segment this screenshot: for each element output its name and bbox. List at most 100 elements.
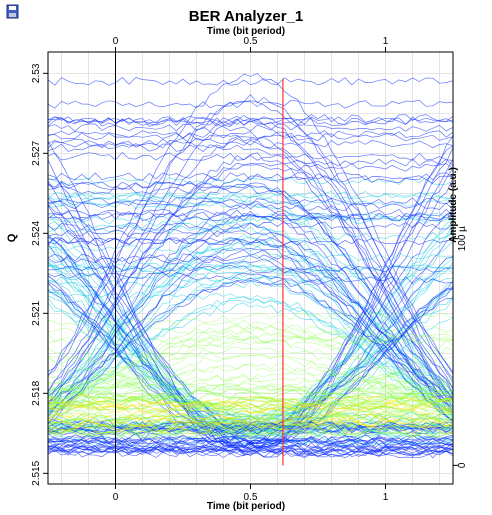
eye-trace [48, 231, 453, 398]
eye-trace [48, 357, 453, 415]
y-tick-label-right: 100 µ [457, 226, 468, 251]
eye-trace [48, 346, 453, 409]
eye-trace [48, 221, 453, 417]
save-disk-icon[interactable] [6, 4, 20, 20]
eye-trace [48, 117, 453, 126]
eye-trace [48, 273, 453, 283]
eye-trace [48, 292, 453, 414]
eye-trace [48, 264, 453, 274]
eye-trace [48, 324, 453, 394]
eye-trace [48, 237, 453, 246]
eye-trace [48, 426, 453, 438]
eye-trace [48, 363, 453, 405]
eye-trace [48, 163, 453, 394]
eye-trace [48, 275, 453, 452]
eye-trace [48, 256, 453, 422]
eye-trace [48, 410, 453, 422]
x-tick-label-top: 0 [113, 36, 119, 47]
eye-trace [48, 198, 453, 208]
eye-trace [48, 175, 453, 405]
y-tick-label-left: 2.53 [31, 63, 42, 83]
eye-trace [48, 338, 453, 404]
eye-trace [48, 400, 453, 412]
eye-trace [48, 197, 453, 206]
eye-trace [48, 387, 453, 400]
x-tick-label-top: 1 [383, 36, 389, 47]
chart-title: BER Analyzer_1 [188, 8, 304, 25]
eye-trace [48, 331, 453, 402]
eye-trace [48, 172, 453, 181]
eye-trace [48, 139, 453, 149]
eye-trace [48, 249, 453, 425]
eye-trace [48, 372, 453, 410]
eye-trace [48, 423, 453, 433]
eye-traces [48, 72, 453, 459]
eye-trace [48, 395, 453, 407]
eye-trace [48, 242, 453, 443]
eye-trace [48, 280, 453, 459]
eye-trace [48, 416, 453, 428]
x-tick-label-bottom: 0 [113, 492, 119, 503]
x-tick-label-top: 0.5 [244, 36, 258, 47]
y-tick-label-left: 2.518 [31, 380, 42, 405]
eye-trace [48, 181, 453, 396]
eye-trace [48, 387, 453, 400]
eye-trace [48, 283, 453, 431]
eye-trace [48, 130, 453, 139]
eye-trace [48, 353, 453, 410]
eye-trace [48, 167, 453, 436]
y-tick-label-left: 2.515 [31, 460, 42, 485]
eye-trace [48, 180, 453, 400]
eye-trace [48, 151, 453, 390]
eye-trace [48, 190, 453, 200]
eye-trace [48, 449, 453, 458]
eye-trace [48, 248, 453, 423]
eye-trace [48, 326, 453, 402]
eye-trace [48, 72, 453, 373]
eye-trace [48, 445, 453, 454]
eye-trace [48, 396, 453, 408]
eye-trace [48, 177, 453, 453]
eye-trace [48, 412, 453, 425]
eye-trace [48, 132, 453, 142]
x-axis-title-bottom: Time (bit period) [206, 501, 286, 512]
eye-trace [48, 346, 453, 415]
x-axis-title-top: Time (bit period) [206, 26, 286, 37]
eye-trace [48, 77, 453, 86]
eye-trace [48, 94, 453, 376]
eye-trace [48, 143, 453, 400]
eye-trace [48, 336, 453, 425]
eye-trace [48, 100, 453, 383]
eye-trace [48, 115, 453, 380]
eye-trace [48, 423, 453, 435]
eye-trace [48, 118, 453, 390]
x-tick-label-bottom: 1 [383, 492, 389, 503]
eye-trace [48, 99, 453, 109]
y-tick-label-left: 2.524 [31, 220, 42, 245]
y-tick-label-left: 2.521 [31, 300, 42, 325]
eye-trace [48, 208, 453, 218]
y-tick-label-right: 0 [457, 462, 468, 468]
eye-trace [48, 152, 453, 405]
eye-trace [48, 137, 453, 399]
eye-trace [48, 176, 453, 186]
eye-trace [48, 158, 453, 397]
eye-trace [48, 420, 453, 432]
eye-trace [48, 234, 453, 449]
eye-trace [48, 116, 453, 125]
eye-trace [48, 380, 453, 429]
eye-trace [48, 237, 453, 404]
eye-trace [48, 281, 453, 435]
eye-trace [48, 401, 453, 411]
eye-trace [48, 213, 453, 418]
eye-trace [48, 298, 453, 424]
eye-trace [48, 394, 453, 406]
eye-trace [48, 229, 453, 413]
eye-trace [48, 158, 453, 455]
eye-trace [48, 123, 453, 132]
eye-trace [48, 200, 453, 415]
eye-trace [48, 215, 453, 225]
eye-trace [48, 351, 453, 415]
y-tick-label-left: 2.527 [31, 140, 42, 165]
